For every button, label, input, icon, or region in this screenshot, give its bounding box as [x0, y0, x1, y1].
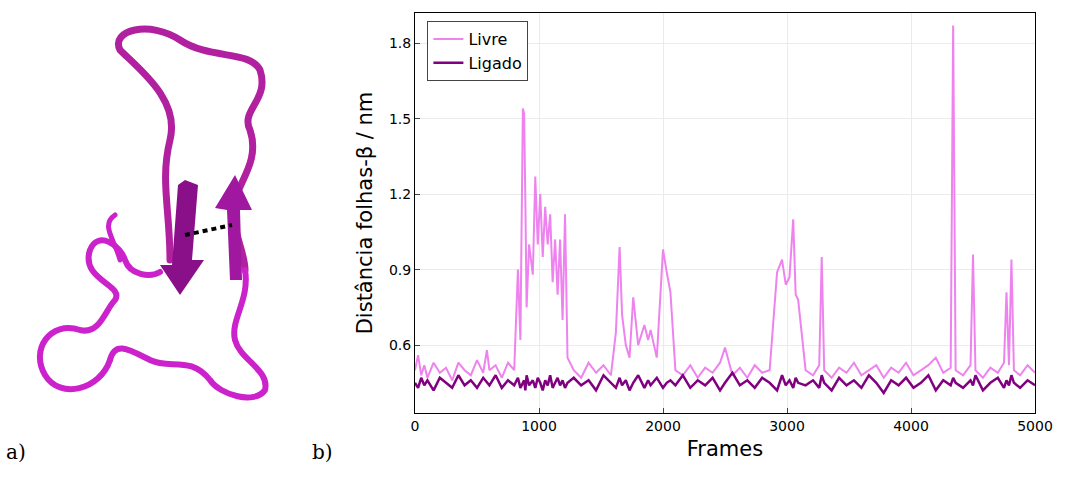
- html-text:a): a): [6, 440, 26, 464]
- svg-text:1000: 1000: [521, 418, 557, 434]
- svg-text:0.6: 0.6: [389, 337, 411, 353]
- svg-text:1.2: 1.2: [389, 186, 411, 202]
- svg-text:Frames: Frames: [687, 437, 763, 461]
- svg-text:Ligado: Ligado: [468, 54, 521, 73]
- svg-text:1.8: 1.8: [389, 35, 411, 51]
- svg-text:0: 0: [411, 418, 420, 434]
- svg-text:0.9: 0.9: [389, 262, 411, 278]
- html-text:b): b): [312, 440, 333, 464]
- svg-text:Distância folhas-β / nm: Distância folhas-β / nm: [353, 92, 377, 335]
- svg-text:5000: 5000: [1017, 418, 1053, 434]
- svg-text:2000: 2000: [645, 418, 681, 434]
- svg-text:3000: 3000: [769, 418, 805, 434]
- svg-text:4000: 4000: [893, 418, 929, 434]
- svg-text:Livre: Livre: [468, 30, 507, 49]
- svg-text:1.5: 1.5: [389, 111, 411, 127]
